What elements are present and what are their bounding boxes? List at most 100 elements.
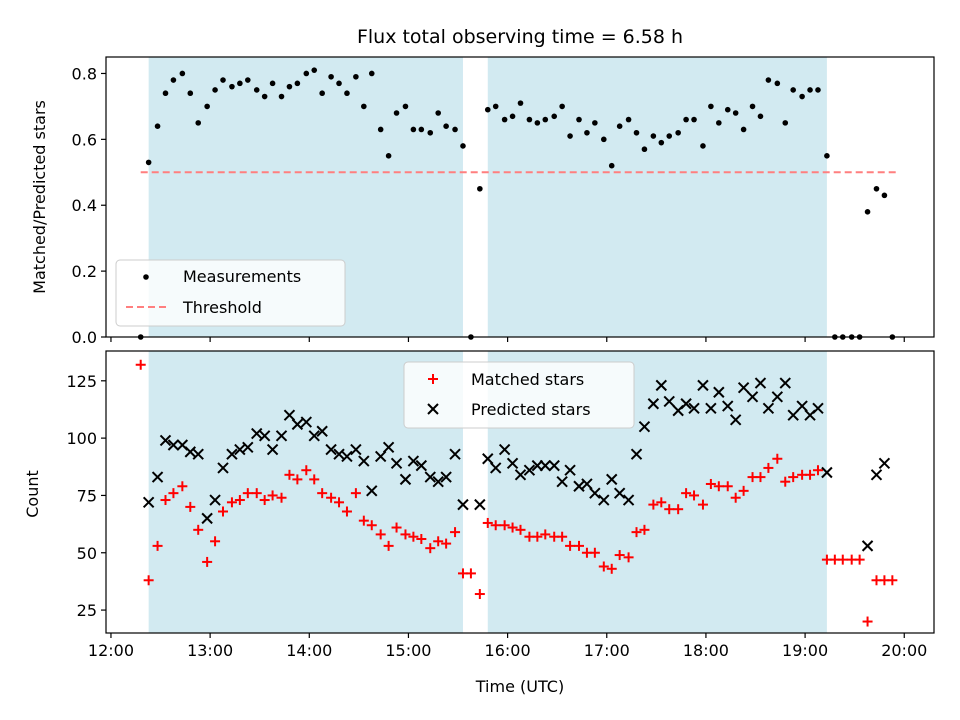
predicted-point-65 <box>688 402 700 415</box>
matched-point-76 <box>763 462 774 473</box>
measurement-point-49 <box>542 116 549 123</box>
measurement-point-20 <box>303 70 310 77</box>
bottom-points-layer <box>135 359 898 627</box>
measurement-point-23 <box>328 73 334 80</box>
predicted-point-26 <box>358 455 370 467</box>
measurement-point-18 <box>286 83 293 90</box>
measurement-point-27 <box>361 103 367 110</box>
bot-y-tick-label-2: 75 <box>77 486 97 505</box>
matched-point-29 <box>375 529 386 540</box>
bot-y-tick-label-4: 125 <box>66 372 97 391</box>
predicted-point-6 <box>192 448 204 460</box>
predicted-point-54 <box>598 494 610 506</box>
predicted-point-71 <box>737 381 750 394</box>
matched-point-14 <box>251 488 262 499</box>
predicted-point-44 <box>514 469 527 481</box>
predicted-point-82 <box>861 540 874 552</box>
measurement-point-74 <box>749 103 756 110</box>
top-legend-box <box>115 259 346 327</box>
matched-point-36 <box>433 536 444 547</box>
predicted-point-42 <box>498 443 511 456</box>
measurement-point-43 <box>492 103 499 110</box>
matched-point-0 <box>135 359 146 370</box>
matched-point-44 <box>499 520 510 531</box>
measurement-point-63 <box>658 139 665 146</box>
matched-point-13 <box>242 488 253 499</box>
measurement-point-11 <box>229 83 235 90</box>
matched-point-4 <box>168 488 179 499</box>
matched-point-72 <box>730 492 741 503</box>
predicted-point-41 <box>489 462 502 474</box>
measurement-point-51 <box>559 103 565 110</box>
predicted-point-3 <box>167 439 180 451</box>
matched-point-16 <box>267 490 278 501</box>
measurement-point-28 <box>368 70 375 77</box>
predicted-point-56 <box>613 487 626 499</box>
measurement-point-60 <box>633 129 640 136</box>
top-y-axis-label: Matched/Predicted stars <box>30 100 49 294</box>
measurement-point-12 <box>237 80 243 87</box>
predicted-point-59 <box>638 420 651 433</box>
predicted-point-21 <box>316 425 328 437</box>
top-y-tick-label-3: 0.6 <box>72 130 97 149</box>
matched-point-61 <box>639 524 650 535</box>
x-tick-label-1: 13:00 <box>187 641 233 660</box>
matched-point-57 <box>606 563 617 574</box>
x-axis-label: Time (UTC) <box>475 677 564 696</box>
bottom-y-ticks: 25 50 75 100 125 <box>66 372 106 620</box>
predicted-point-75 <box>771 391 784 403</box>
top-y-tick-label-0: 0.0 <box>72 328 97 347</box>
matched-point-3 <box>160 495 171 506</box>
predicted-point-22 <box>325 443 337 456</box>
top-shaded-spans <box>148 57 827 337</box>
predicted-point-20 <box>308 430 320 442</box>
measurement-point-7 <box>195 120 202 126</box>
measurement-point-24 <box>336 80 342 87</box>
predicted-point-47 <box>539 459 551 472</box>
measurement-point-37 <box>443 123 449 129</box>
predicted-point-36 <box>440 471 452 483</box>
measurement-point-22 <box>319 90 325 97</box>
matched-point-40 <box>465 568 476 579</box>
predicted-point-50 <box>564 464 576 476</box>
matched-point-43 <box>490 520 501 531</box>
matched-point-56 <box>598 561 609 572</box>
measurement-point-57 <box>608 162 615 169</box>
measurement-point-35 <box>427 129 434 136</box>
measurement-point-71 <box>724 106 731 113</box>
matched-point-59 <box>623 552 634 563</box>
predicted-point-32 <box>407 455 420 467</box>
predicted-point-77 <box>787 409 799 421</box>
predicted-point-14 <box>258 430 271 442</box>
predicted-point-0 <box>142 496 155 509</box>
matched-point-9 <box>210 536 221 547</box>
predicted-point-51 <box>573 480 585 492</box>
matched-point-27 <box>358 515 369 526</box>
matched-point-28 <box>366 520 377 531</box>
matched-point-71 <box>722 481 733 492</box>
predicted-point-68 <box>713 386 725 398</box>
measurement-point-8 <box>204 103 210 110</box>
matched-point-11 <box>226 497 237 508</box>
predicted-point-81 <box>821 466 833 479</box>
measurement-point-4 <box>170 77 177 83</box>
predicted-point-53 <box>589 487 601 499</box>
top-shaded-span-1 <box>487 57 827 337</box>
predicted-point-34 <box>424 471 436 483</box>
legend-label-measurements: Measurements <box>183 267 301 286</box>
predicted-point-33 <box>415 459 428 472</box>
measurement-point-29 <box>377 126 384 133</box>
predicted-point-12 <box>242 441 254 453</box>
predicted-point-37 <box>449 448 461 460</box>
measurement-point-83 <box>824 153 830 159</box>
matched-point-22 <box>317 488 328 499</box>
top-points-layer <box>137 67 896 340</box>
predicted-point-31 <box>399 473 412 486</box>
bottom-axes-frame <box>105 350 935 634</box>
legend-label-predicted: Predicted stars <box>471 400 591 419</box>
matched-point-15 <box>259 495 270 506</box>
matched-point-7 <box>193 524 204 535</box>
matched-point-70 <box>713 481 724 492</box>
measurement-point-68 <box>700 143 706 149</box>
top-axes-frame <box>105 56 935 338</box>
